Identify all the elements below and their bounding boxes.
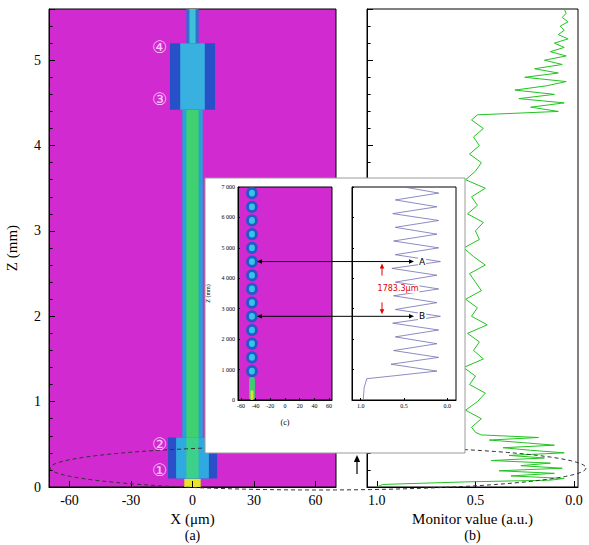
svg-text:60: 60 [309,493,323,508]
svg-text:1783.3μm: 1783.3μm [378,284,419,293]
svg-text:1 000: 1 000 [222,367,236,373]
svg-text:Monitor value (a.u.): Monitor value (a.u.) [412,511,533,528]
svg-text:(b): (b) [464,528,481,544]
svg-text:5: 5 [34,53,41,68]
svg-text:-30: -30 [122,493,141,508]
svg-text:0.5: 0.5 [467,493,485,508]
svg-text:(a): (a) [185,528,201,544]
svg-text:6 000: 6 000 [222,214,236,220]
svg-text:④: ④ [152,37,167,57]
svg-text:40: 40 [311,403,317,409]
svg-text:0: 0 [34,480,41,495]
svg-text:-60: -60 [237,403,245,409]
svg-text:①: ① [152,460,167,480]
svg-text:X (μm): X (μm) [170,511,214,528]
svg-text:1.0: 1.0 [357,403,365,409]
svg-text:②: ② [152,434,167,454]
svg-text:Z (mm): Z (mm) [205,284,212,303]
svg-text:5 000: 5 000 [222,245,236,251]
svg-text:③: ③ [152,89,167,109]
svg-text:4: 4 [34,138,41,153]
svg-text:A: A [419,257,426,267]
svg-text:4 000: 4 000 [222,275,236,281]
svg-text:(c): (c) [281,418,290,427]
svg-text:-20: -20 [266,403,274,409]
svg-text:7 000: 7 000 [222,184,236,190]
svg-text:0: 0 [189,493,196,508]
svg-text:0.0: 0.0 [444,403,452,409]
svg-text:3: 3 [34,223,41,238]
svg-text:0.0: 0.0 [565,493,583,508]
svg-text:3 000: 3 000 [222,306,236,312]
svg-text:60: 60 [326,403,332,409]
svg-text:2: 2 [34,309,41,324]
svg-text:0: 0 [284,403,287,409]
svg-text:-60: -60 [60,493,79,508]
svg-text:0: 0 [232,397,235,403]
svg-text:20: 20 [297,403,303,409]
svg-text:1: 1 [34,394,41,409]
svg-text:0.5: 0.5 [400,403,408,409]
svg-text:2 000: 2 000 [222,336,236,342]
svg-text:1.0: 1.0 [368,493,386,508]
svg-text:Z (mm): Z (mm) [4,225,21,271]
svg-text:B: B [419,311,425,321]
svg-text:30: 30 [247,493,261,508]
svg-text:-40: -40 [252,403,260,409]
